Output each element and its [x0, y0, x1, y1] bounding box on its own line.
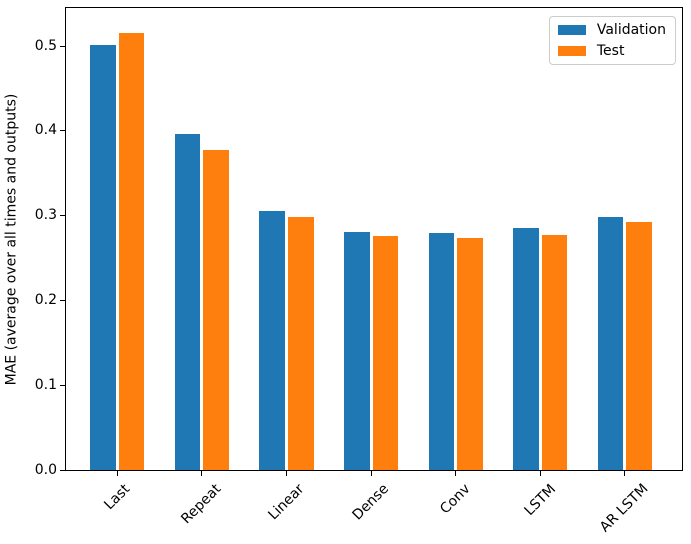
legend-entry-validation: Validation	[557, 22, 666, 38]
y-tick-label: 0.1	[34, 376, 57, 393]
bar-test-lstm	[541, 235, 568, 470]
bar-test-repeat	[203, 150, 229, 470]
y-tick-label: 0.0	[34, 461, 57, 478]
bar-test-linear	[288, 217, 314, 470]
x-tick-label-lstm: LSTM	[521, 480, 559, 519]
y-tick-mark	[60, 130, 65, 132]
x-tick-label-last: Last	[101, 480, 133, 513]
x-tick-label-ar-lstm: AR LSTM	[597, 480, 652, 536]
legend-label-validation: Validation	[596, 22, 666, 38]
x-tick-mark	[624, 471, 626, 476]
y-tick-mark	[60, 300, 65, 301]
bar-test-conv	[457, 238, 483, 470]
x-tick-label-conv: Conv	[436, 481, 474, 518]
y-tick-mark	[60, 469, 65, 471]
x-tick-mark	[116, 471, 118, 476]
bar-validation-last	[90, 45, 116, 470]
x-tick-mark	[201, 471, 203, 476]
legend-swatch-validation-icon	[557, 25, 586, 35]
y-axis-label: MAE (average over all times and outputs)	[3, 93, 20, 385]
y-tick-label: 0.3	[34, 207, 57, 224]
y-tick-mark	[60, 384, 65, 386]
legend-label-test: Test	[596, 43, 625, 59]
x-tick-label-repeat: Repeat	[178, 480, 225, 528]
x-tick-mark	[455, 471, 457, 476]
legend: Validation Test	[548, 16, 676, 65]
bar-validation-dense	[344, 232, 370, 470]
y-tick-label: 0.2	[34, 292, 57, 308]
y-tick-label: 0.5	[34, 37, 57, 54]
bar-test-last	[118, 33, 145, 470]
x-tick-label-dense: Dense	[349, 480, 393, 524]
x-tick-mark	[539, 471, 541, 476]
bar-test-dense	[372, 236, 399, 470]
bar-validation-linear	[259, 211, 285, 470]
y-tick-mark	[60, 215, 65, 217]
bar-test-ar-lstm	[626, 222, 652, 470]
bar-validation-ar-lstm	[597, 217, 624, 470]
x-tick-label-linear: Linear	[264, 481, 307, 524]
bar-validation-repeat	[174, 134, 201, 470]
legend-entry-test: Test	[557, 43, 666, 59]
y-tick-label: 0.4	[34, 122, 57, 139]
x-tick-mark	[286, 471, 287, 476]
x-tick-mark	[370, 471, 372, 476]
bar-validation-conv	[428, 233, 455, 470]
bar-validation-lstm	[513, 228, 539, 470]
legend-swatch-test-icon	[557, 46, 586, 56]
y-tick-mark	[60, 45, 65, 47]
